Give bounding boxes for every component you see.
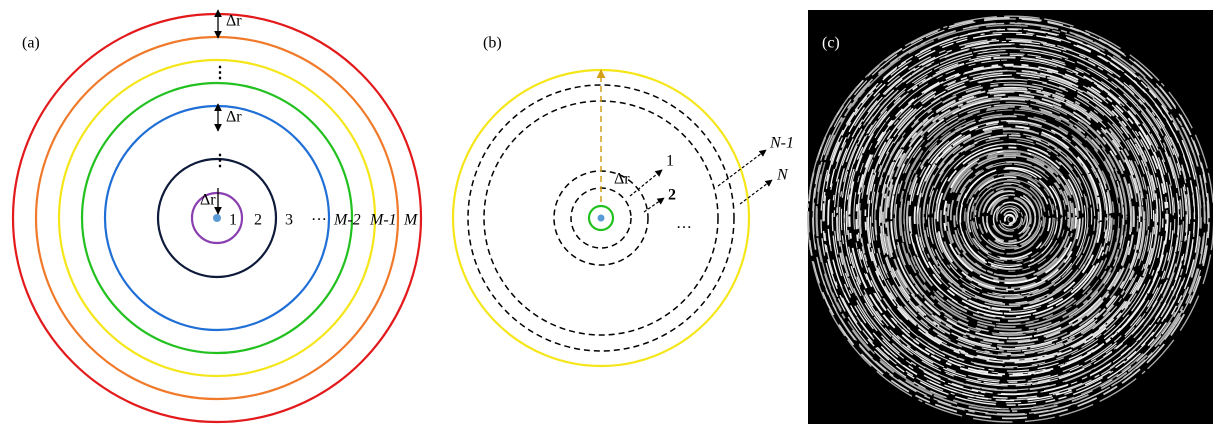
- ring-label: 1: [666, 153, 674, 170]
- ring-label: 2: [254, 212, 262, 229]
- ring-label: ···: [311, 212, 327, 229]
- delta-r: Δr: [614, 171, 630, 188]
- ring-label: 3: [285, 212, 293, 229]
- panel-a: (a) Δr ⋮ Δr ⋮ Δr 1 2 3 ··· M-2 M-1 M: [13, 10, 421, 422]
- figure: (a) Δr ⋮ Δr ⋮ Δr 1 2 3 ··· M-2 M-1 M (b): [0, 0, 1213, 424]
- center-dot: [598, 215, 605, 222]
- ellipsis: ⋮: [212, 153, 228, 170]
- panel-label: (c): [822, 35, 840, 52]
- ring-label: N: [776, 167, 789, 184]
- ring-label: M-1: [369, 212, 397, 229]
- ring-label: M: [403, 212, 419, 229]
- ring-label: ···: [676, 220, 692, 237]
- panel-b: (b) Δr 1 2 ··· N-1 N: [453, 35, 794, 366]
- delta-r: Δr: [200, 192, 216, 209]
- panel-c: (c): [808, 10, 1213, 424]
- delta-r: Δr: [226, 109, 242, 126]
- ring-label: 2: [668, 187, 676, 204]
- ring-label: N-1: [769, 135, 794, 152]
- delta-r: Δr: [226, 13, 242, 30]
- arrow: [644, 198, 664, 212]
- ring-label: M-2: [333, 212, 361, 229]
- panel-label: (b): [483, 35, 502, 52]
- ring-label: 1: [229, 212, 237, 229]
- ellipsis: ⋮: [212, 65, 228, 82]
- arrow: [718, 150, 766, 186]
- center-dot: [213, 214, 221, 222]
- arrow: [630, 170, 662, 196]
- panel-label: (a): [22, 35, 40, 52]
